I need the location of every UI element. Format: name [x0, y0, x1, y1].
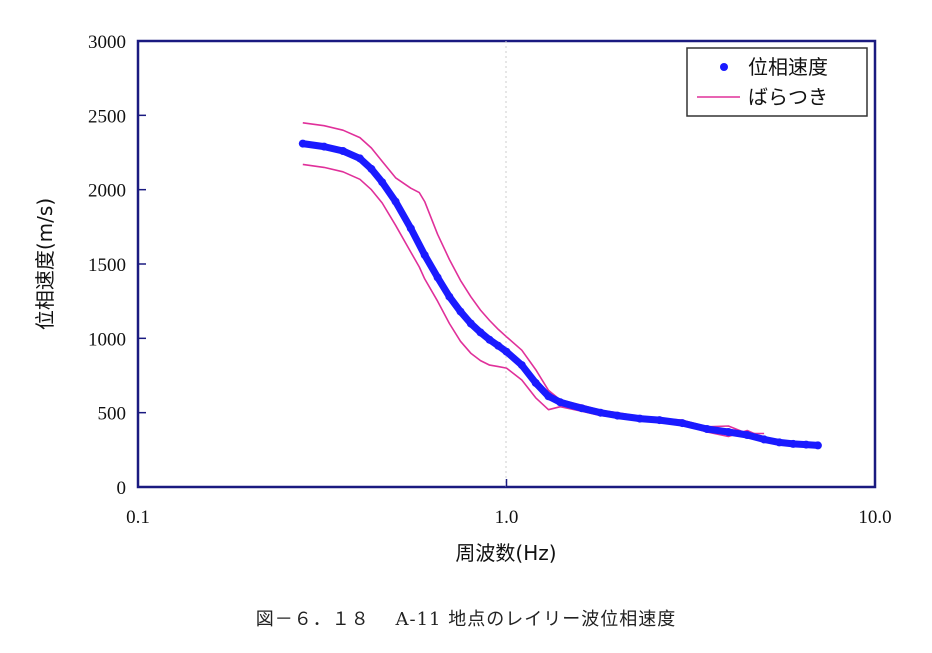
x-tick-label-0: 0.1	[126, 507, 150, 528]
phase-velocity-point-10	[445, 292, 454, 301]
phase-velocity-point-1	[320, 142, 329, 151]
phase-velocity-point-20	[556, 398, 565, 407]
phase-velocity-point-24	[635, 414, 644, 423]
figure-caption: 図－６．１８ A-11 地点のレイリー波位相速度	[255, 609, 677, 630]
phase-velocity-point-15	[494, 341, 503, 350]
phase-velocity-point-17	[517, 361, 526, 370]
y-tick-label-3: 1500	[88, 255, 126, 276]
y-tick-label-2: 1000	[88, 329, 126, 350]
legend-marker-phase-velocity	[720, 63, 728, 71]
phase-velocity-point-31	[775, 438, 784, 447]
phase-velocity-point-18	[531, 378, 540, 387]
phase-velocity-point-22	[596, 408, 605, 417]
phase-velocity-point-4	[367, 164, 376, 173]
chart: 0 500 1000 1500 2000 2500 3000 0.1 1.0 10.0 位相速度…	[33, 32, 892, 565]
phase-velocity-point-30	[760, 435, 769, 444]
y-axis-title: 位相速度(m/s)	[33, 198, 57, 330]
phase-velocity-point-14	[485, 335, 494, 344]
phase-velocity-point-9	[433, 273, 442, 282]
phase-velocity-point-27	[703, 425, 711, 433]
y-tick-label-0: 0	[117, 478, 127, 499]
x-tick-label-2: 10.0	[858, 507, 891, 528]
phase-velocity-point-32	[789, 439, 798, 448]
phase-velocity-point-0	[298, 139, 307, 148]
phase-velocity-point-3	[355, 154, 364, 163]
phase-velocity-point-28	[724, 428, 733, 436]
legend-label-phase-velocity: 位相速度	[748, 55, 828, 79]
phase-velocity-point-33	[802, 440, 811, 449]
y-tick-label-1: 500	[98, 404, 127, 425]
phase-velocity-point-19	[544, 392, 553, 401]
phase-velocity-point-6	[391, 197, 400, 206]
y-tick-label-5: 2500	[88, 106, 126, 127]
legend: 位相速度 ばらつき	[686, 47, 868, 117]
x-tick-label-1: 1.0	[495, 507, 519, 528]
phase-velocity-point-29	[743, 431, 752, 439]
phase-velocity-point-21	[577, 404, 586, 413]
phase-velocity-point-12	[466, 319, 475, 328]
phase-velocity-point-26	[678, 419, 687, 428]
legend-box	[686, 47, 868, 117]
legend-label-variation: ばらつき	[748, 85, 828, 109]
phase-velocity-point-5	[378, 178, 387, 187]
phase-velocity-point-13	[476, 328, 485, 337]
phase-velocity-point-2	[339, 147, 347, 155]
phase-velocity-point-16	[502, 347, 511, 356]
y-tick-label-4: 2000	[88, 181, 126, 202]
phase-velocity-point-23	[613, 411, 622, 420]
x-axis-title: 周波数(Hz)	[455, 541, 556, 565]
phase-velocity-point-7	[406, 224, 415, 233]
phase-velocity-point-25	[655, 416, 664, 425]
y-tick-label-6: 3000	[88, 32, 126, 53]
phase-velocity-point-8	[420, 251, 429, 260]
phase-velocity-point-34	[813, 441, 822, 450]
phase-velocity-point-11	[456, 307, 465, 316]
